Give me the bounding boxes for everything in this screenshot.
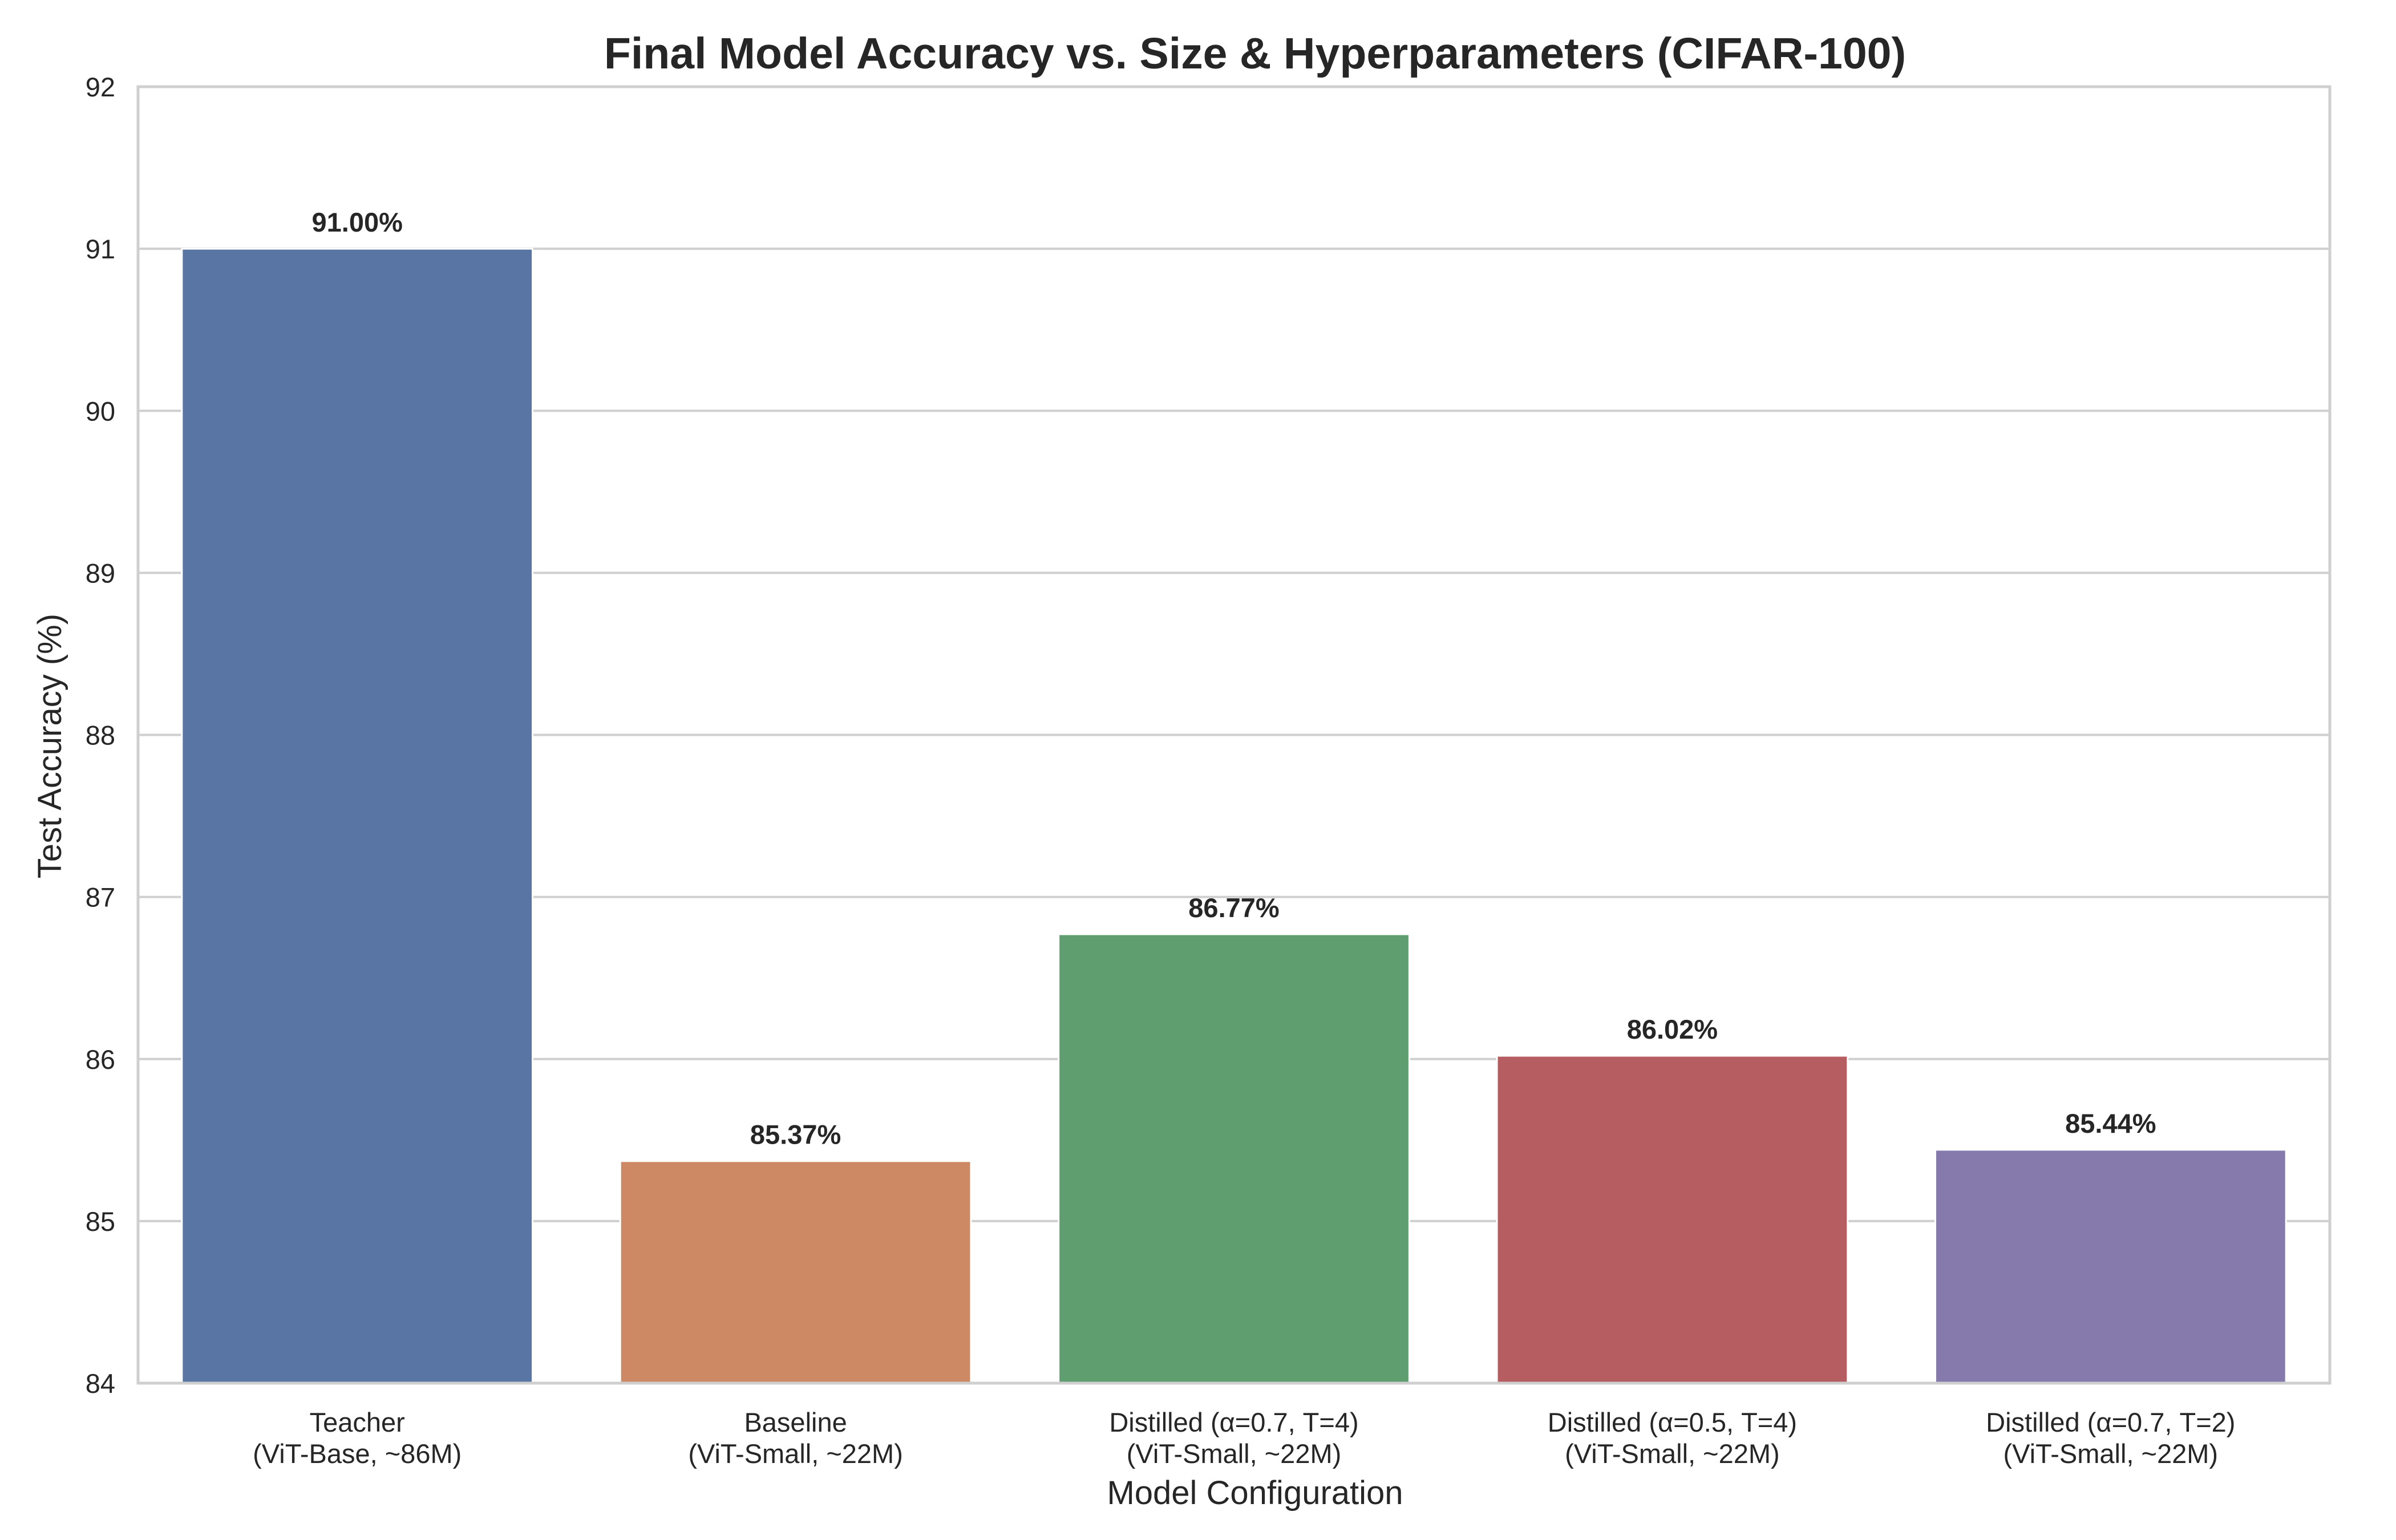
y-tick-label: 85 [86, 1206, 115, 1237]
bar-value-label: 86.77% [1188, 893, 1279, 923]
x-tick-label: Distilled (α=0.7, T=4) [1109, 1407, 1358, 1437]
x-tick-sublabel: (ViT-Small, ~22M) [1127, 1438, 1342, 1469]
x-tick-sublabel: (ViT-Small, ~22M) [688, 1438, 903, 1469]
y-tick-label: 90 [86, 396, 115, 426]
y-tick-label: 88 [86, 720, 115, 751]
x-axis-label: Model Configuration [1107, 1474, 1403, 1511]
y-tick-label: 92 [86, 72, 115, 102]
y-tick-label: 89 [86, 558, 115, 588]
bar-value-label: 86.02% [1627, 1014, 1718, 1044]
y-tick-label: 86 [86, 1044, 115, 1075]
plot-frame [136, 85, 2332, 1385]
chart-title: Final Model Accuracy vs. Size & Hyperpar… [604, 29, 1906, 78]
bar [1934, 1149, 2287, 1384]
bar [1058, 933, 1410, 1384]
bars-layer [181, 248, 2287, 1384]
bar [181, 248, 534, 1384]
bar [1496, 1055, 1849, 1384]
y-tick-label: 84 [86, 1368, 115, 1399]
y-axis-label: Test Accuracy (%) [31, 614, 68, 878]
bar [619, 1160, 972, 1384]
y-tick-label: 91 [86, 234, 115, 264]
x-tick-sublabel: (ViT-Small, ~22M) [1565, 1438, 1780, 1469]
y-tick-label: 87 [86, 882, 115, 913]
x-tick-label: Distilled (α=0.5, T=4) [1548, 1407, 1797, 1437]
bar-value-label: 85.37% [750, 1120, 841, 1150]
bar-value-label: 85.44% [2065, 1108, 2156, 1138]
x-tick-sublabel: (ViT-Small, ~22M) [2004, 1438, 2219, 1469]
x-tick-sublabel: (ViT-Base, ~86M) [253, 1438, 462, 1469]
x-tick-label: Teacher [310, 1407, 405, 1437]
labels-layer: 84 85 86 87 88 89 90 91 92 91.00% Teacher(ViT-Base… [86, 72, 2236, 1469]
x-tick-label: Baseline [744, 1407, 847, 1437]
bar-value-label: 91.00% [311, 207, 402, 237]
x-tick-label: Distilled (α=0.7, T=2) [1986, 1407, 2235, 1437]
